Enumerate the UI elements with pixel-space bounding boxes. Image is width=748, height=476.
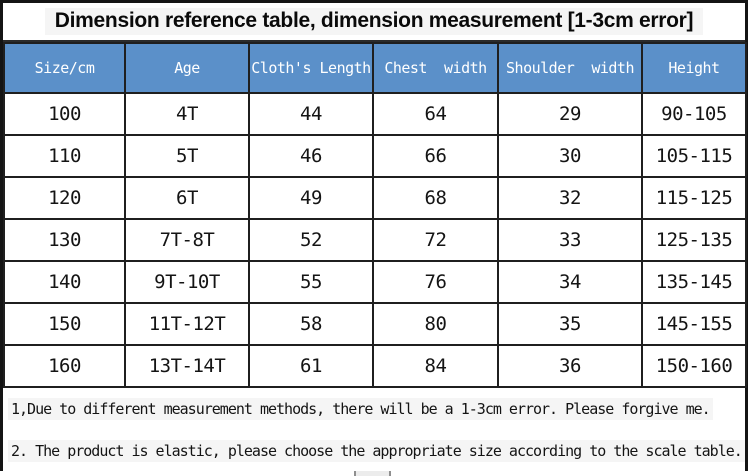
table-cell: 30 [497, 134, 643, 178]
table-cell: 4T [124, 92, 250, 136]
table-cell: 130 [3, 218, 126, 262]
table-cell: 140 [3, 260, 126, 304]
table-cell: 160 [3, 344, 126, 388]
column-header: Height [641, 42, 747, 94]
table-cell: 6T [124, 176, 250, 220]
table-cell: 33 [497, 218, 643, 262]
note-line: 2. The product is elastic, please choose… [3, 440, 745, 462]
table-cell: 55 [248, 260, 374, 304]
table-cell: 80 [372, 302, 499, 346]
table-cell: 150 [3, 302, 126, 346]
table-cell: 7T-8T [124, 218, 250, 262]
table-cell: 49 [248, 176, 374, 220]
table-cell: 64 [372, 92, 499, 136]
table-cell: 68 [372, 176, 499, 220]
table-row: 140 9T-10T 55 76 34 135-145 [3, 260, 747, 304]
table-cell: 32 [497, 176, 643, 220]
table-cell: 150-160 [641, 344, 747, 388]
note-line: 1,Due to different measurement methods, … [3, 398, 745, 420]
table-cell: 29 [497, 92, 643, 136]
table-cell: 13T-14T [124, 344, 250, 388]
table-row: 120 6T 49 68 32 115-125 [3, 176, 747, 220]
table-cell: 35 [497, 302, 643, 346]
table-cell: 100 [3, 92, 126, 136]
table-cell: 52 [248, 218, 374, 262]
column-header: Age [124, 42, 250, 94]
table-cell: 11T-12T [124, 302, 250, 346]
table-cell: 84 [372, 344, 499, 388]
title-bar: Dimension reference table, dimension mea… [3, 3, 745, 42]
table-row: 160 13T-14T 61 84 36 150-160 [3, 344, 747, 388]
table-row: 110 5T 46 66 30 105-115 [3, 134, 747, 178]
table-cell: 58 [248, 302, 374, 346]
column-header: Shoulder width [497, 42, 643, 94]
page-title: Dimension reference table, dimension mea… [44, 8, 704, 35]
note-text: 2. The product is elastic, please choose… [8, 440, 745, 462]
table-cell: 105-115 [641, 134, 747, 178]
table-cell: 115-125 [641, 176, 747, 220]
cropped-next-row-fragment [354, 471, 391, 476]
table-cell: 5T [124, 134, 250, 178]
table-row: 130 7T-8T 52 72 33 125-135 [3, 218, 747, 262]
table-cell: 36 [497, 344, 643, 388]
table-cell: 90-105 [641, 92, 747, 136]
table-cell: 44 [248, 92, 374, 136]
table-cell: 46 [248, 134, 374, 178]
note-text: 1,Due to different measurement methods, … [8, 398, 713, 420]
size-table: Size/cm Age Cloth's Length Chest width Shoul… [3, 42, 747, 388]
table-cell: 110 [3, 134, 126, 178]
column-header: Chest width [372, 42, 499, 94]
table-row: 150 11T-12T 58 80 35 145-155 [3, 302, 747, 346]
column-header: Size/cm [3, 42, 126, 94]
table-row: 100 4T 44 64 29 90-105 [3, 92, 747, 136]
table-cell: 9T-10T [124, 260, 250, 304]
table-cell: 76 [372, 260, 499, 304]
table-cell: 34 [497, 260, 643, 304]
table-cell: 125-135 [641, 218, 747, 262]
table-cell: 72 [372, 218, 499, 262]
table-cell: 61 [248, 344, 374, 388]
table-cell: 120 [3, 176, 126, 220]
column-header: Cloth's Length [248, 42, 374, 94]
table-cell: 135-145 [641, 260, 747, 304]
table-cell: 145-155 [641, 302, 747, 346]
table-header-row: Size/cm Age Cloth's Length Chest width Shoul… [3, 42, 747, 94]
table-cell: 66 [372, 134, 499, 178]
notes-section: 1,Due to different measurement methods, … [3, 388, 745, 472]
